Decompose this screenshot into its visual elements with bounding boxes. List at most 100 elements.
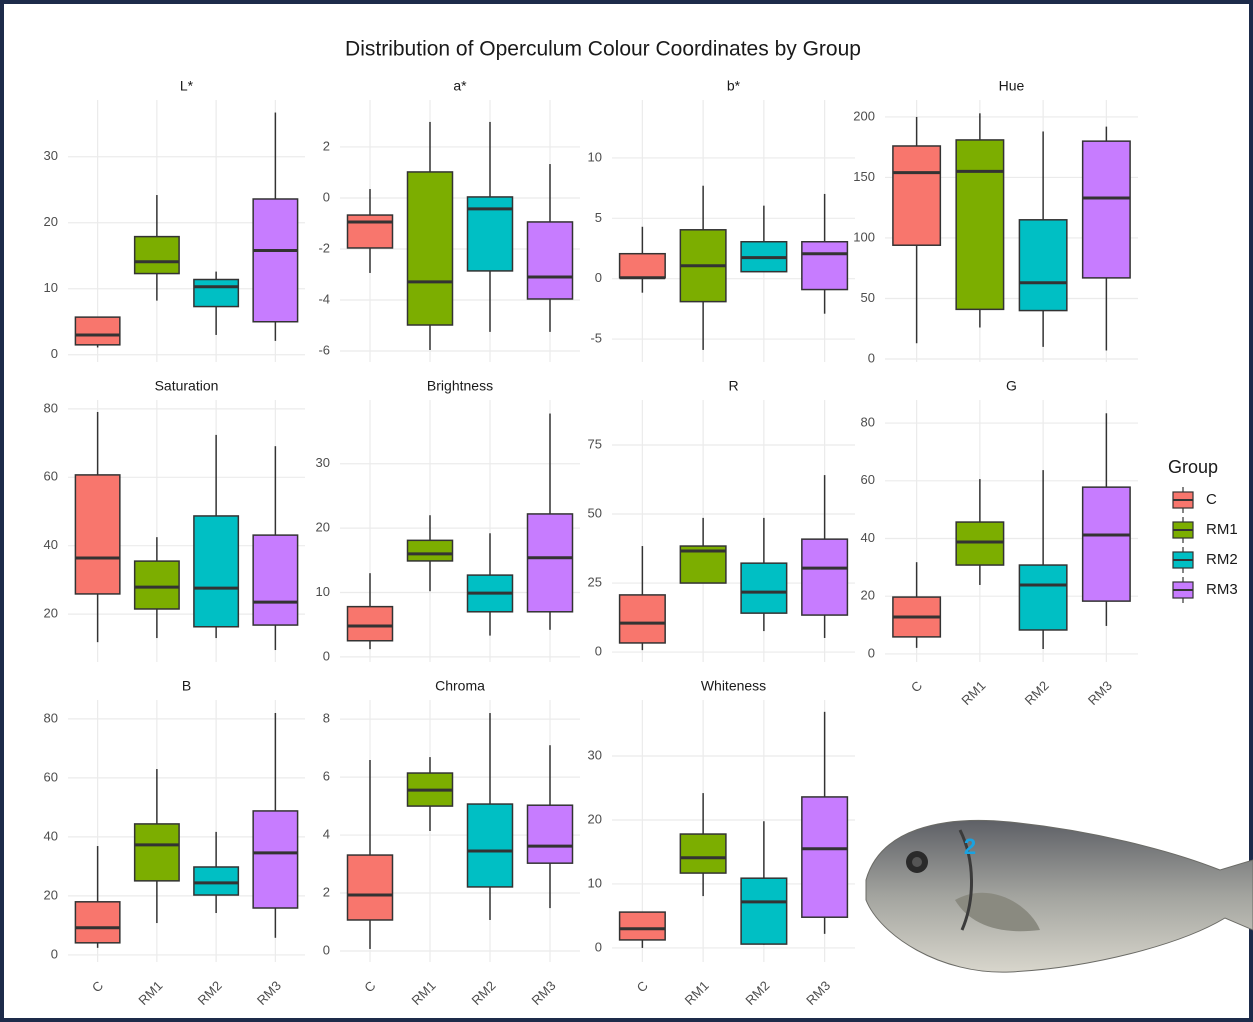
y-tick-label: 30 [588, 747, 602, 762]
y-tick-label: 80 [44, 710, 58, 725]
box [75, 317, 119, 345]
legend-label: C [1206, 491, 1217, 508]
box [253, 535, 297, 625]
box [75, 902, 119, 943]
box [620, 595, 666, 643]
box [194, 867, 238, 895]
box [1083, 487, 1130, 601]
y-tick-label: 20 [44, 214, 58, 229]
box [253, 811, 297, 908]
panel-title: L* [180, 78, 194, 94]
box [135, 824, 179, 881]
box [956, 522, 1003, 565]
y-tick-label: 20 [316, 520, 330, 535]
y-tick-label: 40 [861, 530, 875, 545]
y-tick-label: 8 [323, 711, 330, 726]
y-tick-label: 6 [323, 769, 330, 784]
y-tick-label: 10 [316, 584, 330, 599]
y-tick-label: 60 [44, 469, 58, 484]
y-tick-label: -2 [318, 240, 330, 255]
y-tick-label: 0 [323, 189, 330, 204]
box [348, 607, 393, 641]
box [680, 834, 726, 873]
y-tick-label: -6 [318, 342, 330, 357]
box [802, 539, 848, 615]
y-tick-label: 20 [588, 811, 602, 826]
box [135, 561, 179, 609]
box [1019, 220, 1066, 311]
box [956, 140, 1003, 309]
box [348, 215, 393, 248]
y-tick-label: 50 [861, 290, 875, 305]
box [620, 912, 666, 940]
box [528, 222, 573, 299]
y-tick-label: 0 [323, 942, 330, 957]
box [1019, 565, 1066, 630]
y-tick-label: -4 [318, 291, 330, 306]
chart-title: Distribution of Operculum Colour Coordin… [345, 38, 861, 61]
y-tick-label: 10 [588, 149, 602, 164]
legend-title: Group [1168, 457, 1218, 477]
y-tick-label: 30 [316, 455, 330, 470]
box [253, 199, 297, 322]
y-tick-label: 200 [853, 108, 875, 123]
page: Distribution of Operculum Colour Coordin… [0, 0, 1253, 1022]
panel-title: Chroma [435, 678, 485, 694]
box [194, 516, 238, 627]
box [528, 805, 573, 863]
box [620, 254, 666, 278]
y-tick-label: 2 [323, 138, 330, 153]
y-tick-label: 0 [51, 946, 58, 961]
box [135, 237, 179, 274]
y-tick-label: 0 [595, 643, 602, 658]
panel-title: R [728, 378, 738, 394]
box [1083, 141, 1130, 278]
box [741, 563, 787, 613]
y-tick-label: 20 [44, 887, 58, 902]
panel-title: Hue [999, 78, 1025, 94]
y-tick-label: -5 [590, 330, 602, 345]
box [468, 804, 513, 887]
panel-title: B [182, 678, 191, 694]
box [893, 146, 940, 245]
legend-label: RM2 [1206, 551, 1238, 568]
y-tick-label: 40 [44, 828, 58, 843]
y-tick-label: 60 [44, 769, 58, 784]
box [802, 797, 848, 917]
panel-title: b* [727, 78, 741, 94]
panel-title: Whiteness [701, 678, 766, 694]
y-tick-label: 0 [595, 270, 602, 285]
y-tick-label: 20 [861, 588, 875, 603]
legend-label: RM1 [1206, 521, 1238, 538]
y-tick-label: 30 [44, 148, 58, 163]
y-tick-label: 40 [44, 537, 58, 552]
box [408, 540, 453, 561]
chart: Distribution of Operculum Colour Coordin… [0, 0, 1253, 1022]
y-tick-label: 5 [595, 210, 602, 225]
y-tick-label: 2 [323, 884, 330, 899]
box [741, 878, 787, 944]
y-tick-label: 10 [588, 875, 602, 890]
box [194, 280, 238, 307]
box [528, 514, 573, 612]
y-tick-label: 10 [44, 280, 58, 295]
panel-title: Saturation [155, 378, 219, 394]
y-tick-label: 0 [51, 346, 58, 361]
panel-title: G [1006, 378, 1017, 394]
legend-label: RM3 [1206, 581, 1238, 598]
y-tick-label: 0 [868, 350, 875, 365]
y-tick-label: 60 [861, 472, 875, 487]
y-tick-label: 100 [853, 229, 875, 244]
box [348, 855, 393, 920]
y-tick-label: 50 [588, 505, 602, 520]
y-tick-label: 25 [588, 574, 602, 589]
y-tick-label: 20 [44, 606, 58, 621]
y-tick-label: 80 [44, 400, 58, 415]
y-tick-label: 0 [868, 645, 875, 660]
image-label: 2 [964, 834, 976, 859]
y-tick-label: 4 [323, 826, 330, 841]
y-tick-label: 0 [323, 648, 330, 663]
box [802, 242, 848, 290]
y-tick-label: 75 [588, 436, 602, 451]
box [408, 172, 453, 325]
